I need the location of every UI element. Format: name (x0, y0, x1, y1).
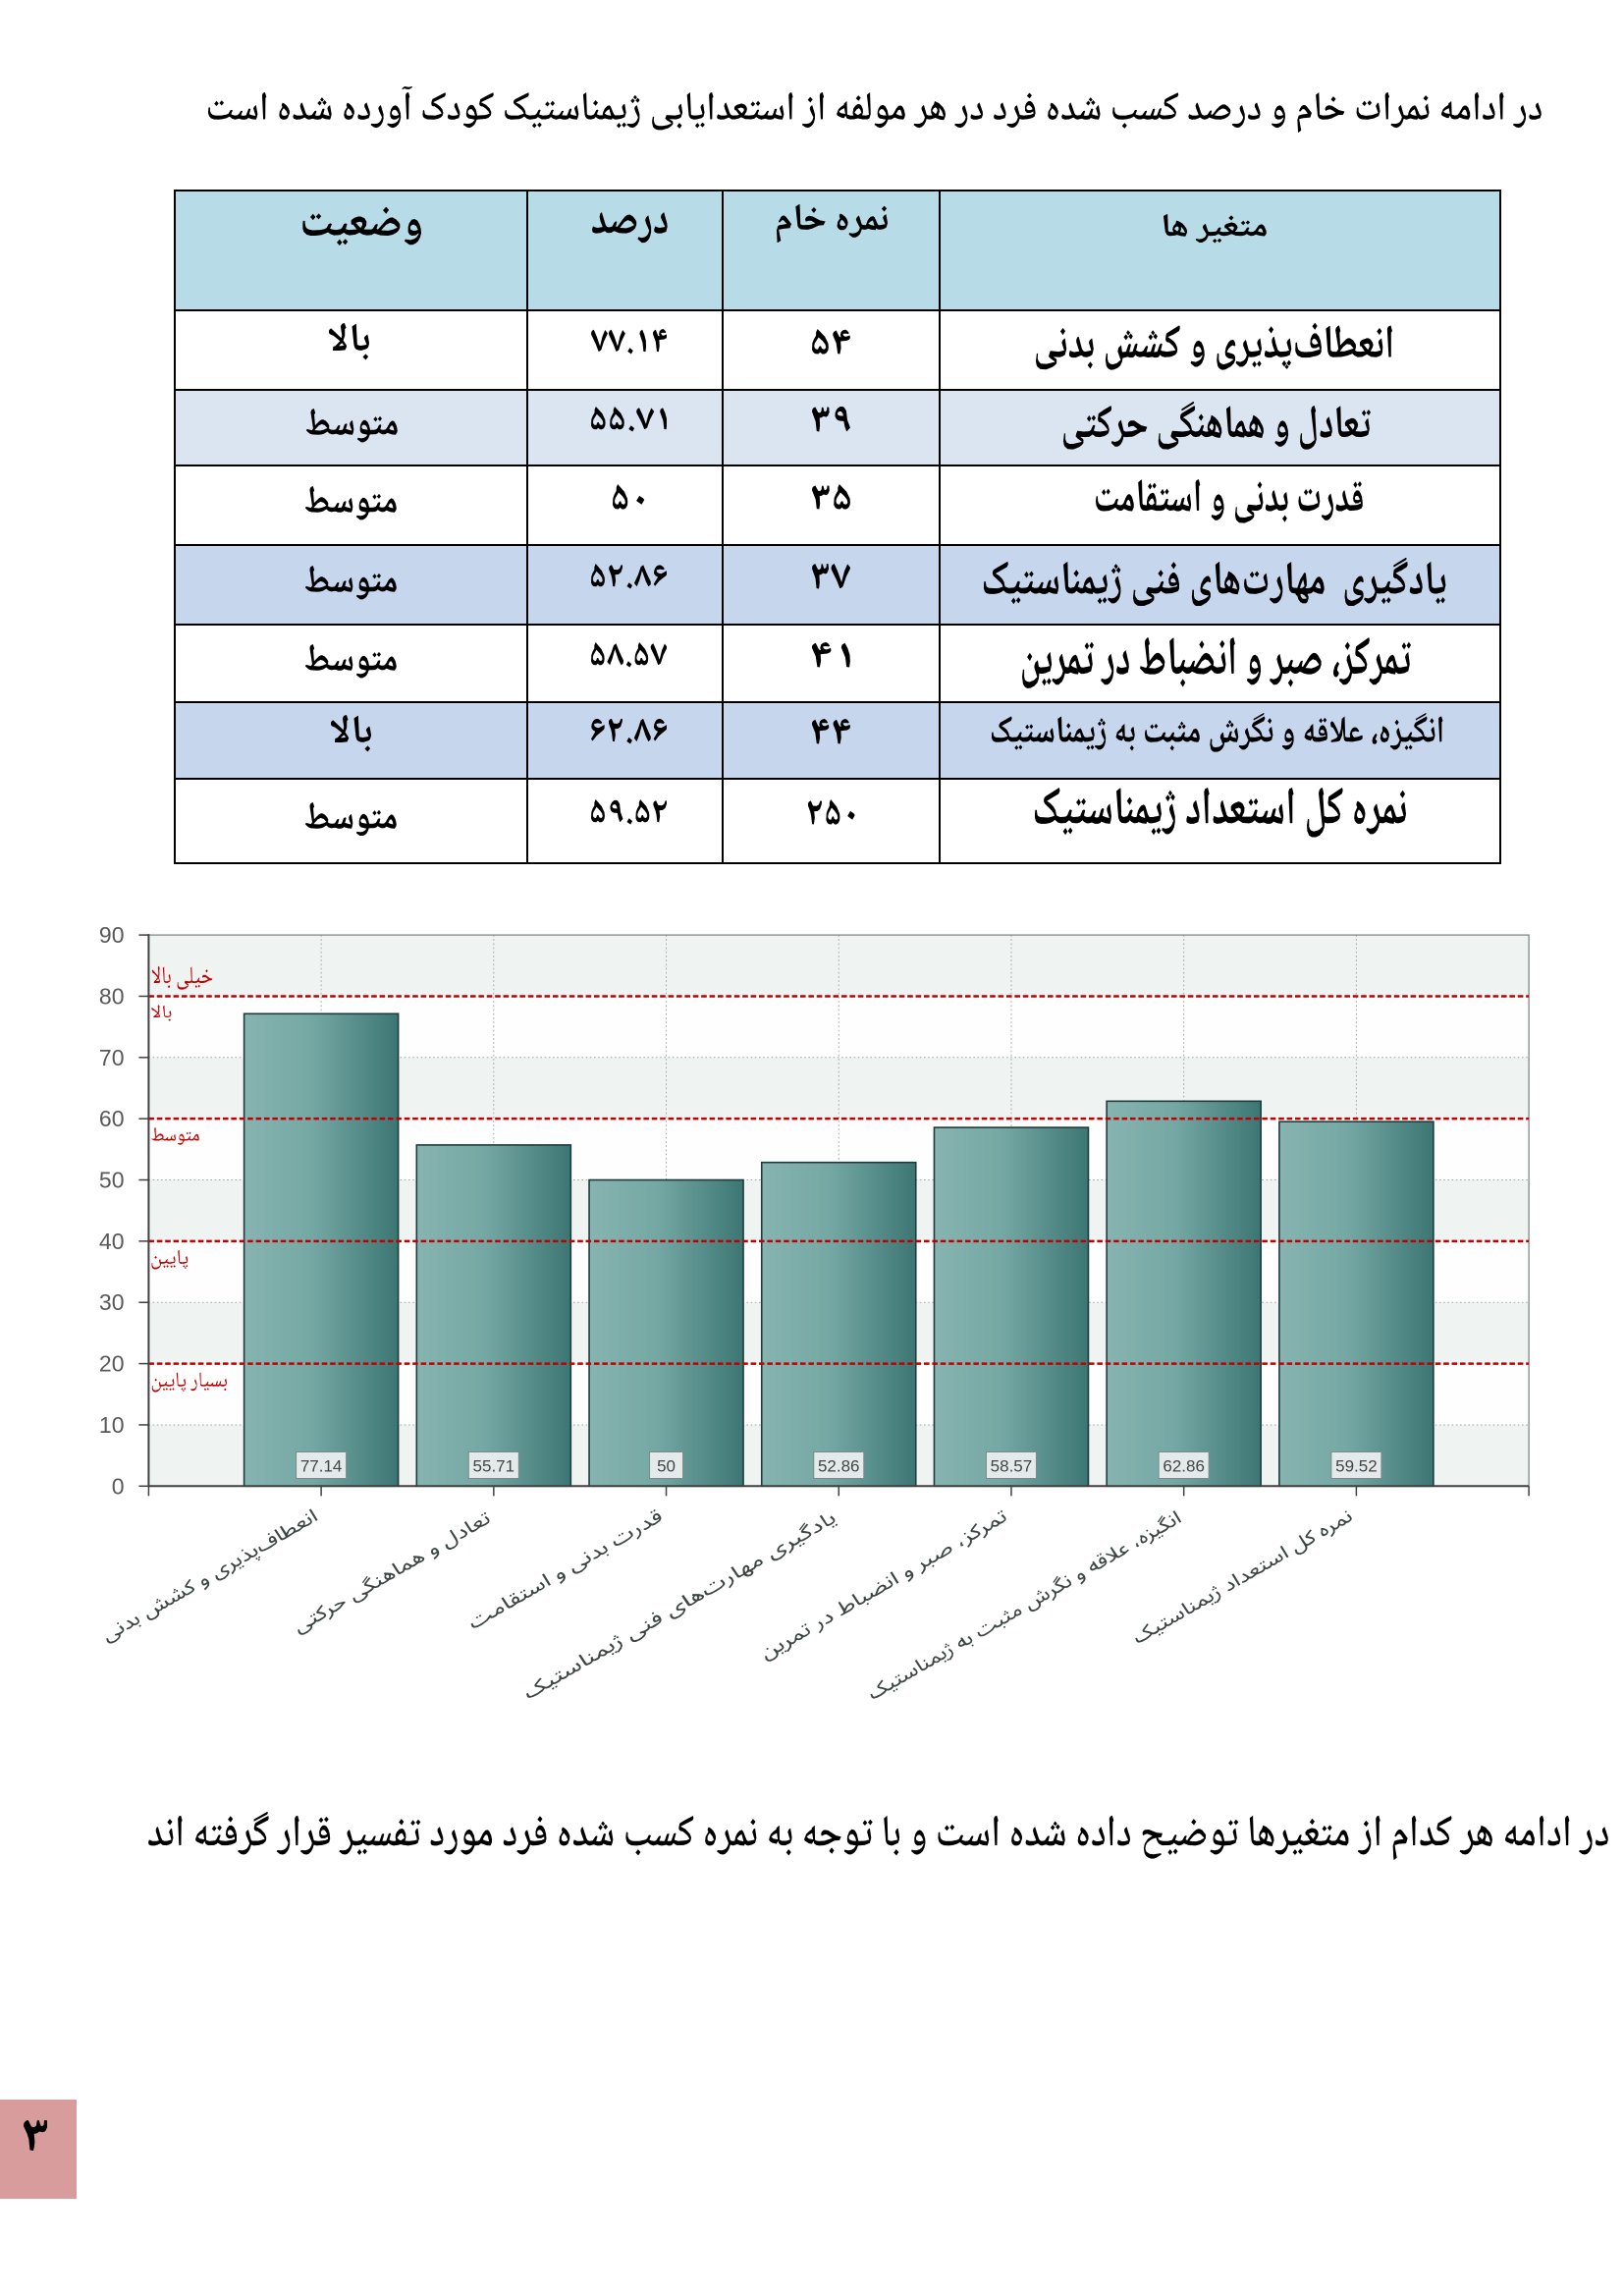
svg-text:20: 20 (99, 1351, 125, 1377)
svg-text:30: 30 (99, 1289, 125, 1315)
svg-text:60: 60 (99, 1106, 125, 1131)
svg-text:59.52: 59.52 (1335, 1457, 1378, 1476)
svg-text:62.86: 62.86 (1163, 1457, 1205, 1476)
svg-text:10: 10 (99, 1412, 125, 1438)
svg-text:90: 90 (99, 922, 125, 948)
svg-text:40: 40 (99, 1229, 125, 1254)
svg-text:55.71: 55.71 (473, 1457, 515, 1476)
svg-text:50: 50 (657, 1457, 676, 1476)
svg-text:77.14: 77.14 (300, 1457, 343, 1476)
svg-text:0: 0 (112, 1473, 125, 1499)
svg-text:58.57: 58.57 (991, 1457, 1033, 1476)
svg-text:70: 70 (99, 1045, 125, 1070)
svg-text:52.86: 52.86 (818, 1457, 860, 1476)
svg-text:80: 80 (99, 983, 125, 1009)
svg-text:50: 50 (99, 1168, 125, 1193)
